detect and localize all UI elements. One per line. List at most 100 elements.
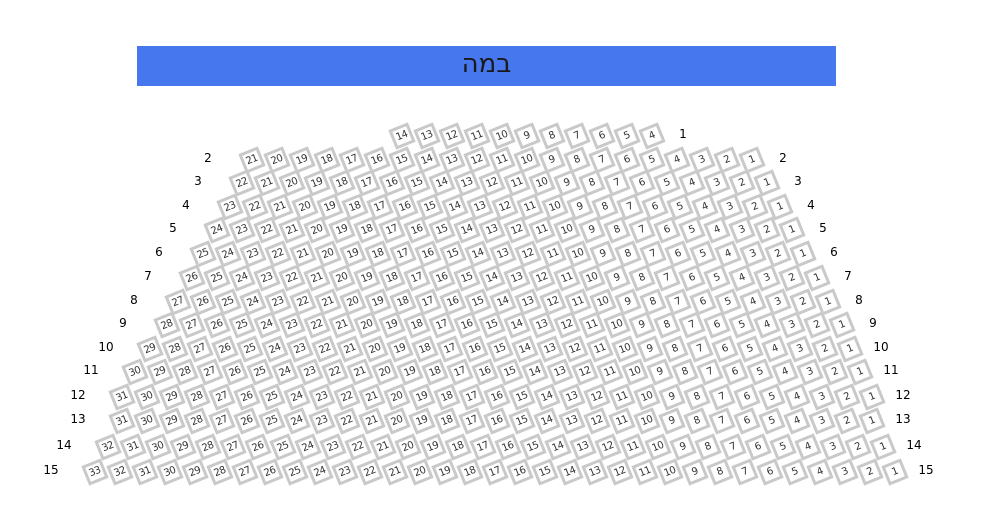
seat[interactable]: 14 xyxy=(544,433,572,461)
seat[interactable]: 8 xyxy=(578,169,606,197)
seat[interactable]: 17 xyxy=(353,169,381,197)
seat[interactable]: 6 xyxy=(703,311,731,339)
seat[interactable]: 5 xyxy=(714,288,742,316)
seat[interactable]: 11 xyxy=(564,288,592,316)
seat[interactable]: 17 xyxy=(389,240,417,268)
seat[interactable]: 4 xyxy=(739,288,767,316)
seat[interactable]: 15 xyxy=(464,288,492,316)
seat[interactable]: 1 xyxy=(869,433,897,461)
seat[interactable]: 6 xyxy=(613,146,641,174)
seat[interactable]: 19 xyxy=(408,407,436,435)
seat[interactable]: 27 xyxy=(208,407,236,435)
seat[interactable]: 30 xyxy=(133,383,161,411)
seat[interactable]: 28 xyxy=(153,311,181,339)
seat[interactable]: 2 xyxy=(856,458,884,486)
seat[interactable]: 22 xyxy=(333,407,361,435)
seat[interactable]: 15 xyxy=(508,407,536,435)
seat[interactable]: 28 xyxy=(206,458,234,486)
seat[interactable]: 6 xyxy=(744,433,772,461)
seat[interactable]: 4 xyxy=(753,311,781,339)
seat[interactable]: 9 xyxy=(538,146,566,174)
seat[interactable]: 14 xyxy=(388,122,416,150)
seat[interactable]: 1 xyxy=(846,358,874,386)
seat[interactable]: 17 xyxy=(458,383,486,411)
seat[interactable]: 21 xyxy=(369,433,397,461)
seat[interactable]: 12 xyxy=(583,407,611,435)
seat[interactable]: 22 xyxy=(264,240,292,268)
seat[interactable]: 31 xyxy=(119,433,147,461)
seat[interactable]: 6 xyxy=(588,122,616,150)
seat[interactable]: 17 xyxy=(481,458,509,486)
seat[interactable]: 7 xyxy=(731,458,759,486)
seat[interactable]: 23 xyxy=(308,407,336,435)
seat[interactable]: 20 xyxy=(383,383,411,411)
seat[interactable]: 9 xyxy=(589,240,617,268)
seat[interactable]: 5 xyxy=(758,407,786,435)
seat[interactable]: 24 xyxy=(306,458,334,486)
seat[interactable]: 25 xyxy=(281,458,309,486)
seat[interactable]: 31 xyxy=(108,407,136,435)
seat[interactable]: 14 xyxy=(489,288,517,316)
seat[interactable]: 26 xyxy=(203,311,231,339)
seat[interactable]: 25 xyxy=(214,288,242,316)
seat[interactable]: 27 xyxy=(164,288,192,316)
seat[interactable]: 5 xyxy=(613,122,641,150)
seat[interactable]: 13 xyxy=(514,288,542,316)
seat[interactable]: 19 xyxy=(408,383,436,411)
seat[interactable]: 20 xyxy=(263,146,291,174)
seat[interactable]: 21 xyxy=(328,311,356,339)
seat[interactable]: 27 xyxy=(208,383,236,411)
seat[interactable]: 2 xyxy=(803,311,831,339)
seat[interactable]: 25 xyxy=(258,407,286,435)
seat[interactable]: 13 xyxy=(558,407,586,435)
seat[interactable]: 18 xyxy=(328,169,356,197)
seat[interactable]: 20 xyxy=(394,433,422,461)
seat[interactable]: 24 xyxy=(283,407,311,435)
seat[interactable]: 10 xyxy=(564,240,592,268)
seat[interactable]: 18 xyxy=(444,433,472,461)
seat[interactable]: 15 xyxy=(478,311,506,339)
seat[interactable]: 18 xyxy=(433,407,461,435)
seat[interactable]: 4 xyxy=(783,383,811,411)
seat[interactable]: 19 xyxy=(288,146,316,174)
seat[interactable]: 20 xyxy=(383,407,411,435)
seat[interactable]: 23 xyxy=(308,383,336,411)
seat[interactable]: 31 xyxy=(108,383,136,411)
seat[interactable]: 5 xyxy=(758,383,786,411)
seat[interactable]: 28 xyxy=(194,433,222,461)
seat[interactable]: 25 xyxy=(228,311,256,339)
seat[interactable]: 11 xyxy=(578,311,606,339)
seat[interactable]: 12 xyxy=(463,146,491,174)
seat[interactable]: 3 xyxy=(819,433,847,461)
seat[interactable]: 18 xyxy=(433,383,461,411)
seat[interactable]: 24 xyxy=(239,288,267,316)
seat[interactable]: 15 xyxy=(439,240,467,268)
seat[interactable]: 16 xyxy=(439,288,467,316)
seat[interactable]: 21 xyxy=(289,240,317,268)
seat[interactable]: 15 xyxy=(388,146,416,174)
seat[interactable]: 27 xyxy=(231,458,259,486)
seat[interactable]: 19 xyxy=(364,288,392,316)
seat[interactable]: 9 xyxy=(658,407,686,435)
seat[interactable]: 12 xyxy=(553,311,581,339)
seat[interactable]: 6 xyxy=(733,383,761,411)
seat[interactable]: 3 xyxy=(778,311,806,339)
seat[interactable]: 21 xyxy=(314,288,342,316)
seat[interactable]: 11 xyxy=(463,122,491,150)
seat[interactable]: 19 xyxy=(303,169,331,197)
seat[interactable]: 31 xyxy=(131,458,159,486)
seat[interactable]: 3 xyxy=(688,146,716,174)
seat[interactable]: 29 xyxy=(158,383,186,411)
seat[interactable]: 1 xyxy=(738,146,766,174)
seat[interactable]: 7 xyxy=(639,240,667,268)
seat[interactable]: 3 xyxy=(739,240,767,268)
seat[interactable]: 3 xyxy=(703,169,731,197)
seat[interactable]: 9 xyxy=(513,122,541,150)
seat[interactable]: 13 xyxy=(569,433,597,461)
seat[interactable]: 29 xyxy=(181,458,209,486)
seat[interactable]: 8 xyxy=(694,433,722,461)
seat[interactable]: 29 xyxy=(158,407,186,435)
seat[interactable]: 5 xyxy=(638,146,666,174)
seat[interactable]: 1 xyxy=(858,383,886,411)
seat[interactable]: 7 xyxy=(664,288,692,316)
